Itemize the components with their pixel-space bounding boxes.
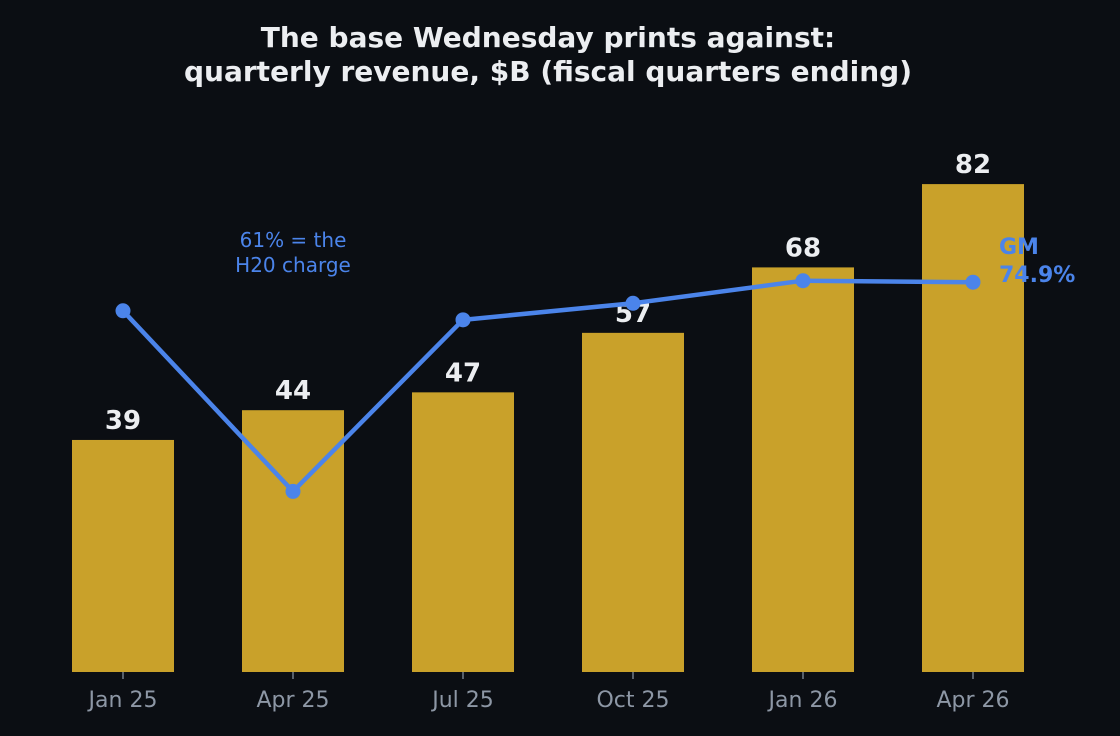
bar-jul-25: [412, 392, 514, 672]
gm-end-label-line: GM: [999, 235, 1039, 260]
gm-end-label-line: 74.9%: [999, 263, 1075, 288]
h20-charge-annotation: 61% = the H20 charge: [235, 228, 351, 277]
gross-margin-point-apr-26: [965, 274, 981, 290]
x-tick-label: Jul 25: [430, 688, 494, 713]
gross-margin-point-jul-25: [455, 312, 471, 328]
bar-apr-25: [242, 410, 344, 672]
bar-jan-26: [752, 267, 854, 672]
x-tick-label: Apr 26: [936, 688, 1009, 713]
gross-margin-point-jan-25: [115, 303, 131, 319]
chart-title-line-2: quarterly revenue, $B (fiscal quarters e…: [184, 55, 912, 88]
x-tick-label: Apr 25: [256, 688, 329, 713]
annotations-layer: 61% = the H20 charge GM 74.9%: [235, 228, 1075, 288]
gross-margin-line: [120, 278, 976, 494]
x-tick-label: Jan 25: [87, 688, 158, 713]
h20-charge-annotation-line: H20 charge: [235, 253, 351, 277]
x-tick-label: Jan 26: [767, 688, 838, 713]
bar-oct-25: [582, 332, 684, 672]
bars-layer: [72, 184, 1024, 672]
gross-margin-point-apr-25: [285, 483, 301, 499]
bar-value-label: 47: [445, 358, 481, 388]
bar-value-label: 68: [785, 233, 821, 263]
chart-title: The base Wednesday prints against: quart…: [184, 21, 912, 88]
bar-value-label: 82: [955, 150, 991, 180]
bar-apr-26: [922, 184, 1024, 672]
bar-value-label: 39: [105, 406, 141, 436]
h20-charge-annotation-line: 61% = the: [240, 228, 347, 252]
bar-value-label: 44: [275, 376, 311, 406]
gross-margin-line-layer: [115, 273, 981, 499]
gross-margin-point-oct-25: [625, 295, 641, 311]
chart-title-line-1: The base Wednesday prints against:: [261, 21, 836, 54]
bar-jan-25: [72, 439, 174, 672]
x-axis: Jan 25 Apr 25 Jul 25 Oct 25 Jan 26 Apr 26: [87, 672, 1010, 713]
gm-end-label: GM 74.9%: [999, 235, 1075, 288]
x-tick-label: Oct 25: [596, 688, 669, 713]
gross-margin-point-jan-26: [795, 273, 811, 289]
